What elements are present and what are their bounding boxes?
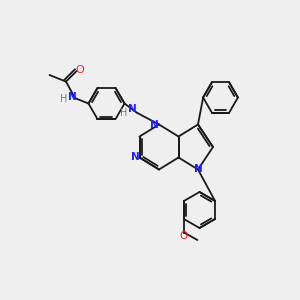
Text: O: O (180, 231, 188, 241)
Text: O: O (76, 64, 85, 75)
Text: N: N (194, 164, 202, 175)
Text: H: H (120, 107, 128, 118)
Text: H: H (60, 94, 68, 104)
Text: N: N (68, 92, 76, 102)
Text: N: N (150, 119, 159, 130)
Text: N: N (130, 152, 140, 163)
Text: N: N (128, 104, 136, 115)
